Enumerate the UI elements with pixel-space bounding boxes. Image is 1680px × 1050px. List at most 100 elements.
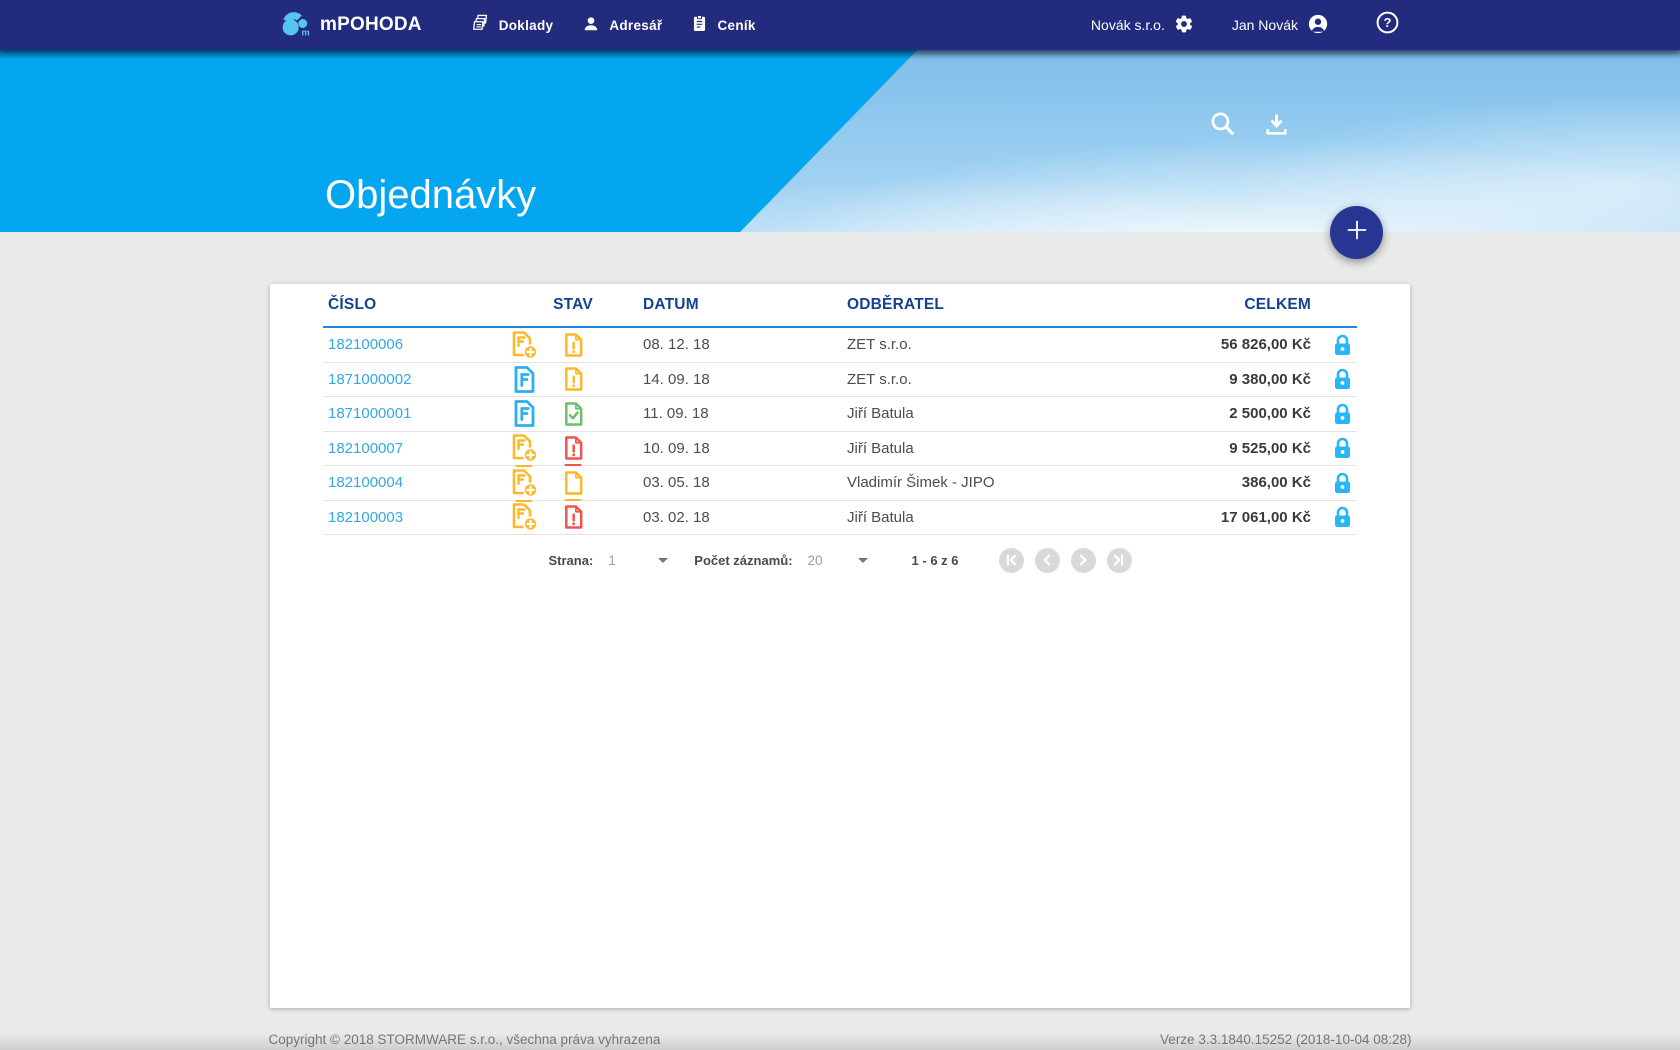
lock-icon xyxy=(1332,505,1353,529)
person-icon xyxy=(581,14,601,37)
table-row[interactable]: 1871000001 11. 09. 18 Jiří Batula 2 500,… xyxy=(323,397,1357,432)
table-row[interactable]: 182100007 10. 09. 18 Jiří Batula 9 525,0… xyxy=(323,432,1357,468)
menu-label: Adresář xyxy=(609,17,663,33)
menu-label: Ceník xyxy=(717,17,756,33)
menu-label: Doklady xyxy=(498,17,554,33)
last-page-button[interactable] xyxy=(1106,547,1132,573)
brand[interactable]: m mPOHODA xyxy=(280,9,422,42)
order-customer: Vladimír Šimek - JIPO xyxy=(847,474,995,492)
table-row[interactable]: 182100003 03. 02. 18 Jiří Batula 17 061,… xyxy=(323,501,1357,535)
user-menu[interactable]: Jan Novák xyxy=(1232,13,1329,38)
status-alert-red-icon xyxy=(562,503,585,531)
order-total: 9 525,00 Kč xyxy=(1229,439,1311,457)
invoice-blue-icon[interactable] xyxy=(512,399,537,428)
company-selector[interactable]: Novák s.r.o. xyxy=(1091,14,1194,37)
column-header-celkem[interactable]: CELKEM xyxy=(1244,296,1311,313)
per-page-select[interactable]: 20 xyxy=(808,553,868,568)
help-icon: ? xyxy=(1375,10,1400,40)
documents-icon xyxy=(470,13,491,37)
order-number-link[interactable]: 1871000001 xyxy=(328,405,412,423)
svg-text:m: m xyxy=(302,27,310,36)
svg-text:?: ? xyxy=(1384,15,1392,30)
status-alert-red-icon xyxy=(562,434,585,467)
per-page-label: Počet záznamů: xyxy=(694,552,793,568)
order-number-link[interactable]: 182100006 xyxy=(328,336,404,354)
table-header-row: ČÍSLO STAV DATUM ODBĚRATEL CELKEM xyxy=(323,284,1357,328)
plus-icon xyxy=(1344,217,1370,248)
order-number-link[interactable]: 182100003 xyxy=(328,508,404,526)
main-menu: Doklady Adresář xyxy=(456,0,770,50)
account-circle-icon xyxy=(1307,13,1329,38)
order-customer: ZET s.r.o. xyxy=(847,370,912,388)
menu-item-adresar[interactable]: Adresář xyxy=(567,0,676,50)
order-total: 17 061,00 Kč xyxy=(1220,508,1311,526)
copyright-text: Copyright © 2018 STORMWARE s.r.o., všech… xyxy=(268,1032,661,1047)
menu-item-cenik[interactable]: Ceník xyxy=(676,0,769,50)
order-date: 03. 05. 18 xyxy=(643,474,710,492)
order-date: 08. 12. 18 xyxy=(643,336,710,354)
status-plain-yellow-icon xyxy=(562,469,585,501)
column-header-datum[interactable]: DATUM xyxy=(643,296,699,313)
order-total: 56 826,00 Kč xyxy=(1220,336,1311,354)
download-icon xyxy=(1262,114,1291,143)
table-row[interactable]: 1871000002 14. 09. 18 ZET s.r.o. 9 380,0… xyxy=(323,363,1357,397)
page-select[interactable]: 1 xyxy=(608,552,669,568)
order-customer: Jiří Batula xyxy=(847,439,914,457)
order-customer: Jiří Batula xyxy=(847,405,914,423)
page-header: Objednávky xyxy=(0,50,1680,232)
order-number-link[interactable]: 182100007 xyxy=(328,439,404,457)
column-header-stav[interactable]: STAV xyxy=(553,296,593,313)
per-page-select-value: 20 xyxy=(807,552,823,568)
status-warning-yellow-icon xyxy=(562,365,585,393)
add-order-button[interactable] xyxy=(1330,206,1383,259)
pager-buttons xyxy=(998,547,1132,573)
pricelist-icon xyxy=(690,14,709,36)
search-icon xyxy=(1207,112,1238,143)
status-warning-yellow-icon xyxy=(562,331,585,359)
page-select-value: 1 xyxy=(608,552,616,568)
order-total: 386,00 Kč xyxy=(1241,474,1311,492)
order-number-link[interactable]: 182100004 xyxy=(328,474,404,492)
order-customer: ZET s.r.o. xyxy=(847,336,912,354)
lock-icon xyxy=(1332,333,1353,357)
lock-icon xyxy=(1332,471,1353,495)
menu-item-doklady[interactable]: Doklady xyxy=(456,0,568,50)
hero-diagonal-panel xyxy=(0,50,918,232)
lock-icon xyxy=(1332,367,1353,391)
order-total: 9 380,00 Kč xyxy=(1229,370,1311,388)
invoice-add-yellow-icon[interactable] xyxy=(510,502,539,532)
pohoda-logo-icon: m xyxy=(280,9,311,42)
column-header-odberatel[interactable]: ODBĚRATEL xyxy=(847,296,945,313)
orders-card: ČÍSLO STAV DATUM ODBĚRATEL CELKEM 182100… xyxy=(270,284,1410,1008)
chevron-down-icon xyxy=(857,557,868,563)
help-button[interactable]: ? xyxy=(1375,10,1400,40)
version-text: Verze 3.3.1840.15252 (2018-10-04 08:28) xyxy=(1160,1032,1412,1047)
order-number-link[interactable]: 1871000002 xyxy=(328,370,412,388)
lock-icon xyxy=(1332,436,1353,460)
invoice-blue-icon[interactable] xyxy=(512,365,537,394)
search-button[interactable] xyxy=(1207,108,1238,144)
order-date: 03. 02. 18 xyxy=(643,508,710,526)
invoice-add-yellow-icon[interactable] xyxy=(510,468,539,502)
next-page-button[interactable] xyxy=(1070,547,1096,573)
invoice-add-yellow-icon[interactable] xyxy=(510,433,539,468)
gear-icon[interactable] xyxy=(1174,14,1194,37)
order-date: 10. 09. 18 xyxy=(643,439,710,457)
order-date: 14. 09. 18 xyxy=(643,370,710,388)
page-title: Objednávky xyxy=(325,173,537,217)
table-row[interactable]: 182100004 03. 05. 18 Vladimír Šimek - JI… xyxy=(323,466,1357,502)
invoice-add-yellow-icon[interactable] xyxy=(510,330,539,360)
top-navbar: m mPOHODA Doklady xyxy=(0,0,1680,50)
export-button[interactable] xyxy=(1262,110,1291,144)
table-row[interactable]: 182100006 08. 12. 18 ZET s.r.o. 56 826,0… xyxy=(323,328,1357,363)
record-range: 1 - 6 z 6 xyxy=(911,552,959,568)
company-name: Novák s.r.o. xyxy=(1090,17,1165,33)
page-label: Strana: xyxy=(548,552,594,568)
pagination-bar: Strana: 1 Počet záznamů: 20 1 - 6 z 6 xyxy=(323,544,1357,576)
order-total: 2 500,00 Kč xyxy=(1229,405,1311,423)
column-header-cislo[interactable]: ČÍSLO xyxy=(328,296,377,313)
first-page-button[interactable] xyxy=(998,547,1024,573)
prev-page-button[interactable] xyxy=(1034,547,1060,573)
order-customer: Jiří Batula xyxy=(847,508,914,526)
lock-icon xyxy=(1332,402,1353,426)
